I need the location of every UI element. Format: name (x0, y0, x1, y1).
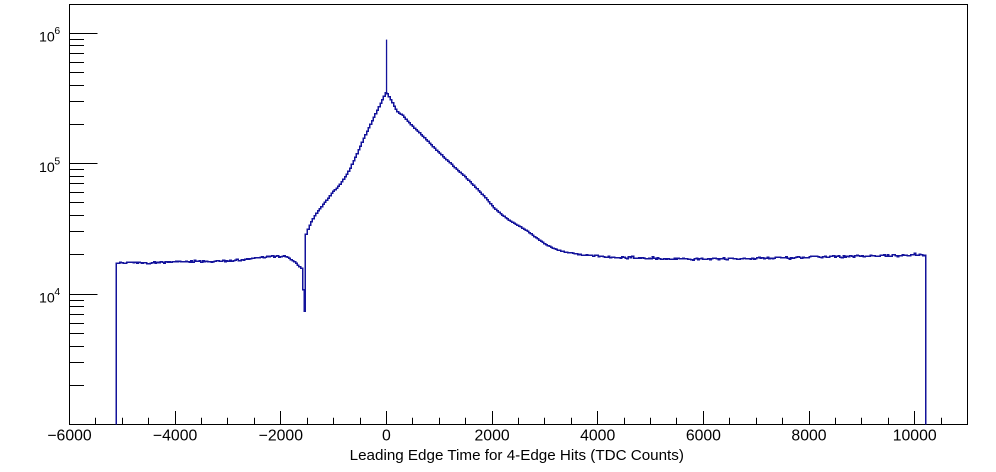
svg-text:10: 10 (39, 29, 55, 45)
svg-text:10: 10 (39, 290, 55, 306)
svg-text:6: 6 (54, 26, 60, 37)
svg-text:2000: 2000 (475, 427, 510, 444)
svg-text:−2000: −2000 (259, 427, 304, 444)
svg-text:6000: 6000 (686, 427, 721, 444)
svg-text:−6000: −6000 (47, 427, 92, 444)
svg-text:8000: 8000 (791, 427, 826, 444)
svg-text:5: 5 (54, 157, 60, 168)
svg-text:4000: 4000 (580, 427, 615, 444)
svg-text:Leading Edge Time for 4-Edge H: Leading Edge Time for 4-Edge Hits (TDC C… (350, 447, 684, 464)
svg-text:10000: 10000 (893, 427, 937, 444)
svg-text:4: 4 (54, 287, 60, 298)
svg-text:10: 10 (39, 160, 55, 176)
svg-text:0: 0 (382, 427, 391, 444)
svg-text:−4000: −4000 (153, 427, 198, 444)
